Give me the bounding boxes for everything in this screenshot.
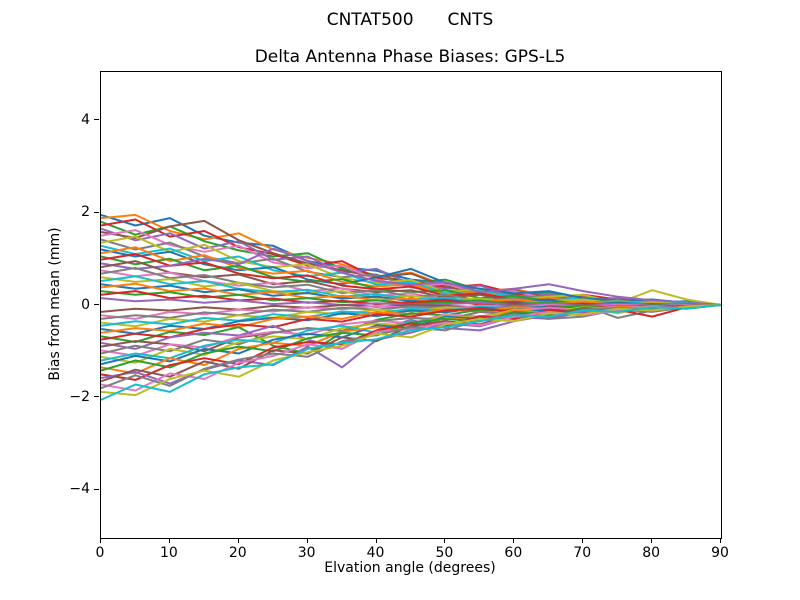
y-tick-label: 0	[81, 296, 90, 313]
x-tick-mark	[582, 538, 584, 543]
plot-svg	[101, 213, 721, 401]
x-axis-label: Elvation angle (degrees)	[324, 560, 496, 576]
x-tick-label: 10	[159, 545, 178, 561]
x-tick-label: 40	[366, 545, 385, 561]
plot-area	[100, 71, 722, 539]
x-tick-mark	[375, 538, 377, 543]
bias-line	[101, 304, 721, 401]
x-tick-mark	[513, 538, 515, 543]
y-tick-mark	[94, 119, 99, 121]
y-tick-label: −4	[69, 481, 90, 498]
y-tick-mark	[94, 304, 99, 305]
chart-title: Delta Antenna Phase Biases: GPS-L5	[254, 47, 566, 67]
x-tick-label: 50	[435, 545, 454, 561]
x-tick-label: 70	[573, 545, 592, 561]
y-tick-label: −2	[69, 388, 90, 405]
y-tick-mark	[94, 396, 99, 398]
x-tick-mark	[306, 538, 308, 543]
x-tick-label: 0	[95, 545, 105, 561]
x-tick-mark	[444, 538, 446, 543]
x-tick-label: 80	[642, 545, 661, 561]
x-tick-mark	[720, 538, 721, 543]
y-tick-label: 4	[81, 111, 90, 128]
figure-suptitle: CNTAT500 CNTS	[100, 10, 720, 30]
bias-line	[101, 304, 721, 392]
bias-line	[101, 304, 721, 397]
x-tick-mark	[651, 538, 653, 543]
x-tick-label: 30	[297, 545, 316, 561]
bias-line	[101, 247, 721, 306]
x-tick-label: 60	[504, 545, 523, 561]
x-tick-mark	[237, 538, 239, 543]
y-axis-label: Bias from mean (mm)	[47, 227, 63, 381]
x-tick-label: 20	[228, 545, 247, 561]
x-tick-mark	[168, 538, 170, 543]
bias-line	[101, 304, 721, 320]
y-tick-mark	[94, 211, 99, 213]
suptitle-antenna-name: CNTAT500	[326, 10, 414, 30]
x-tick-mark	[100, 538, 101, 543]
y-tick-label: 2	[81, 204, 90, 221]
y-tick-mark	[94, 488, 99, 490]
suptitle-station-name: CNTS	[447, 10, 494, 30]
x-tick-label: 90	[711, 545, 729, 561]
bias-line	[101, 235, 721, 306]
